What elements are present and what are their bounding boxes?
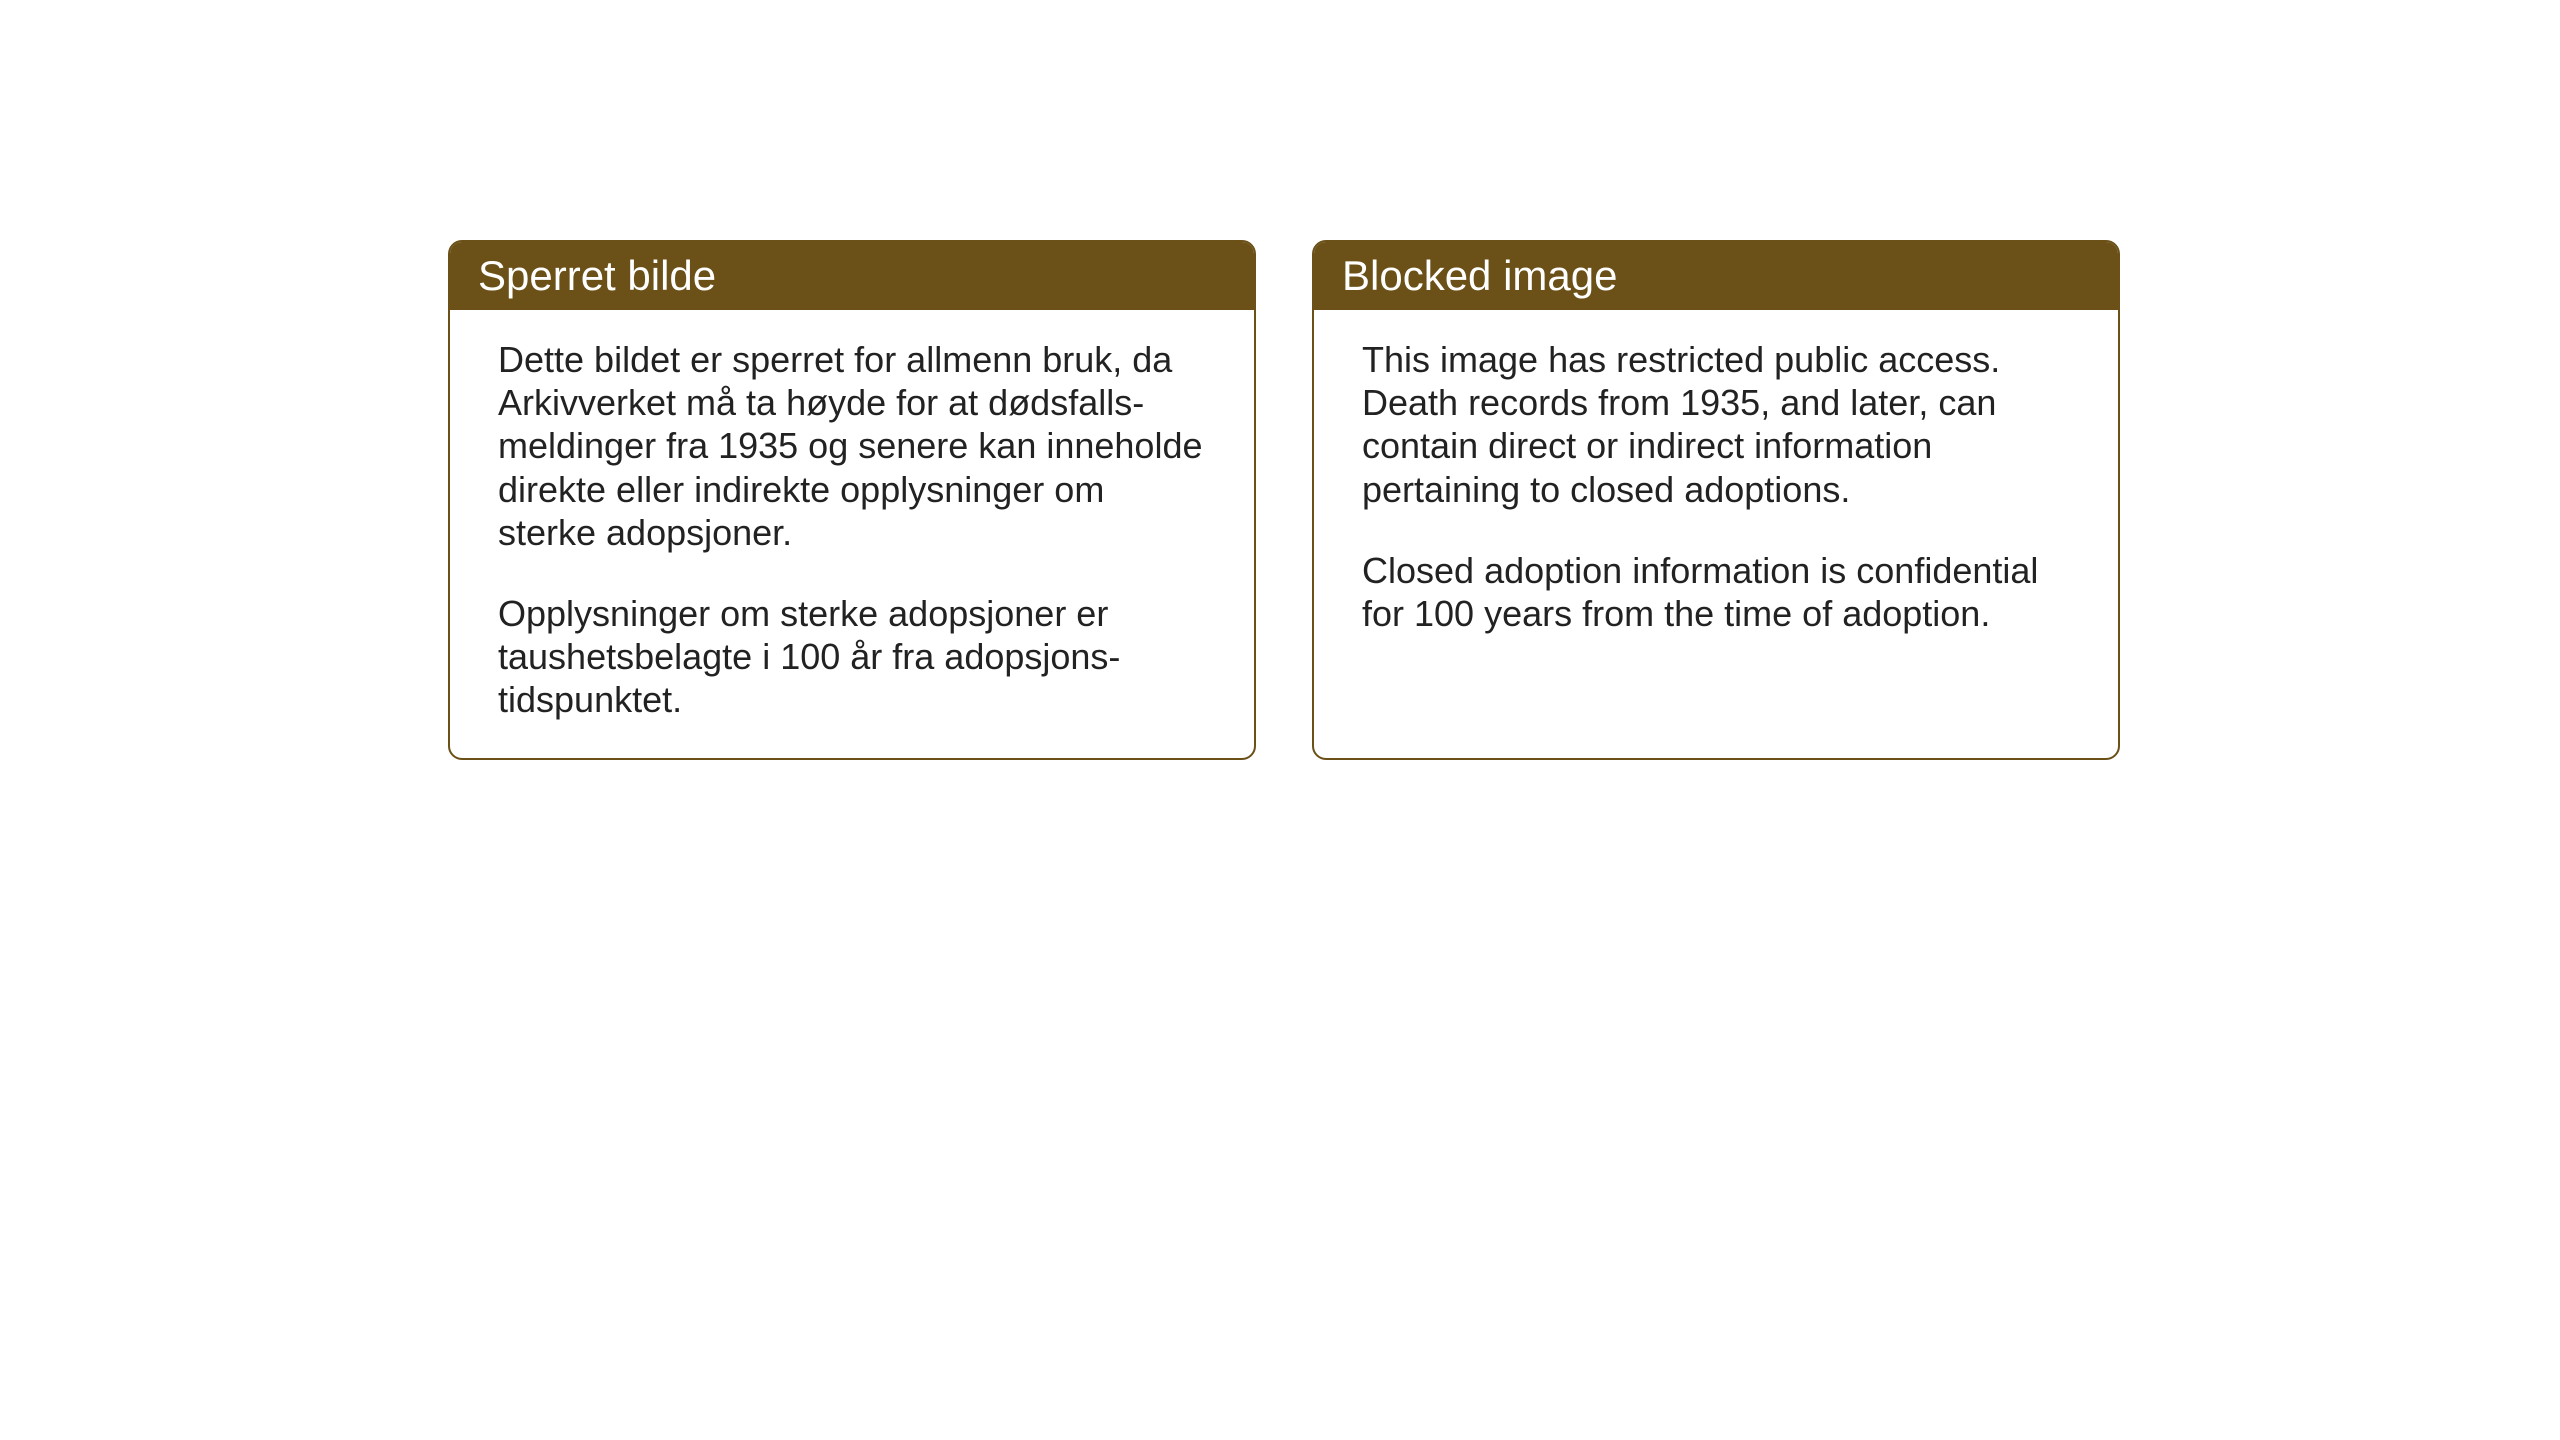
english-card-body: This image has restricted public access.… [1314, 310, 2118, 671]
norwegian-notice-card: Sperret bilde Dette bildet er sperret fo… [448, 240, 1256, 760]
english-paragraph-2: Closed adoption information is confident… [1362, 549, 2070, 635]
norwegian-paragraph-2: Opplysninger om sterke adopsjoner er tau… [498, 592, 1206, 722]
norwegian-card-title: Sperret bilde [450, 242, 1254, 310]
norwegian-card-body: Dette bildet er sperret for allmenn bruk… [450, 310, 1254, 758]
norwegian-paragraph-1: Dette bildet er sperret for allmenn bruk… [498, 338, 1206, 554]
notice-container: Sperret bilde Dette bildet er sperret fo… [448, 240, 2120, 760]
english-paragraph-1: This image has restricted public access.… [1362, 338, 2070, 511]
english-card-title: Blocked image [1314, 242, 2118, 310]
english-notice-card: Blocked image This image has restricted … [1312, 240, 2120, 760]
